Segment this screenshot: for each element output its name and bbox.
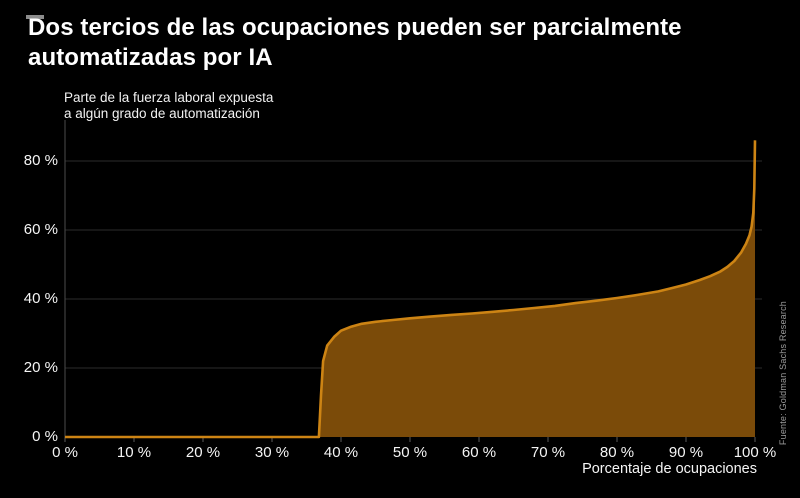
x-tick-label: 0 % bbox=[52, 444, 78, 461]
area-fill bbox=[65, 140, 755, 438]
data-line bbox=[65, 140, 757, 439]
x-tick-label: 80 % bbox=[599, 444, 635, 461]
y-tick-label: 80 % bbox=[23, 152, 58, 169]
chart-title: Dos tercios de las ocupaciones pueden se… bbox=[28, 14, 682, 72]
x-tick-label: 50 % bbox=[392, 444, 428, 461]
logo-dash bbox=[26, 15, 44, 19]
x-axis-title: Porcentaje de ocupaciones bbox=[582, 461, 757, 477]
x-tick-label: 90 % bbox=[668, 444, 704, 461]
y-tick-label: 20 % bbox=[23, 359, 58, 376]
x-tick-label: 100 % bbox=[733, 444, 777, 461]
x-tick-label: 40 % bbox=[323, 444, 359, 461]
y-tick-label: 0 % bbox=[32, 428, 58, 445]
y-tick-label: 40 % bbox=[23, 290, 58, 307]
chart-subtitle: Parte de la fuerza laboral expuesta a al… bbox=[64, 90, 274, 122]
x-tick-label: 20 % bbox=[185, 444, 221, 461]
x-tick-label: 30 % bbox=[254, 444, 290, 461]
x-tick-label: 70 % bbox=[530, 444, 566, 461]
x-tick-label: 60 % bbox=[461, 444, 497, 461]
y-tick-label: 60 % bbox=[23, 221, 58, 238]
x-tick-label: 10 % bbox=[116, 444, 152, 461]
source-note: Fuente: Goldman Sachs Research bbox=[778, 300, 788, 445]
